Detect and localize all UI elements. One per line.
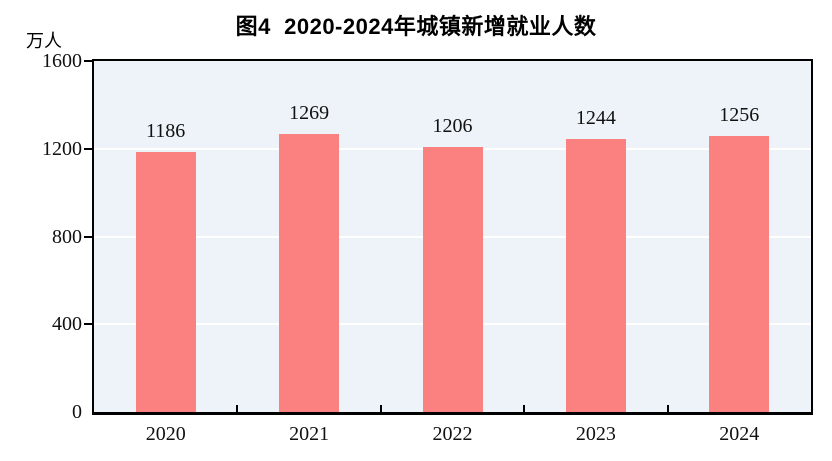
x-tick-mark [523,405,526,412]
x-category-label: 2022 [432,423,473,445]
y-tick-label: 0 [72,401,82,423]
x-tick-mark [379,405,382,412]
x-category-label: 2023 [575,423,616,445]
bar [135,151,196,412]
y-tick-mark [84,147,92,150]
y-tick-label: 1200 [42,137,82,160]
bar-value-label: 1256 [719,104,760,127]
x-tick-mark [236,405,239,412]
bar-value-label: 1206 [432,115,473,138]
x-category-label: 2021 [289,423,330,445]
bar [565,139,626,412]
y-tick-label: 800 [52,225,82,248]
bar-value-label: 1244 [575,107,616,130]
bar-value-label: 1186 [146,119,186,142]
x-tick-mark [666,405,669,412]
plot-area [92,59,813,415]
y-tick-mark [84,323,92,326]
x-category-label: 2020 [145,423,186,445]
y-axis-unit-label: 万人 [26,31,62,51]
chart-title: 图4 2020-2024年城镇新增就业人数 [235,14,597,39]
bar [279,133,340,412]
y-tick-mark [84,235,92,238]
bar-value-label: 1269 [289,101,330,124]
bar [709,136,770,412]
y-tick-mark [84,60,92,62]
bar [422,147,483,412]
x-category-label: 2024 [719,423,760,445]
y-tick-label: 1600 [42,50,82,72]
y-tick-label: 400 [52,313,82,336]
